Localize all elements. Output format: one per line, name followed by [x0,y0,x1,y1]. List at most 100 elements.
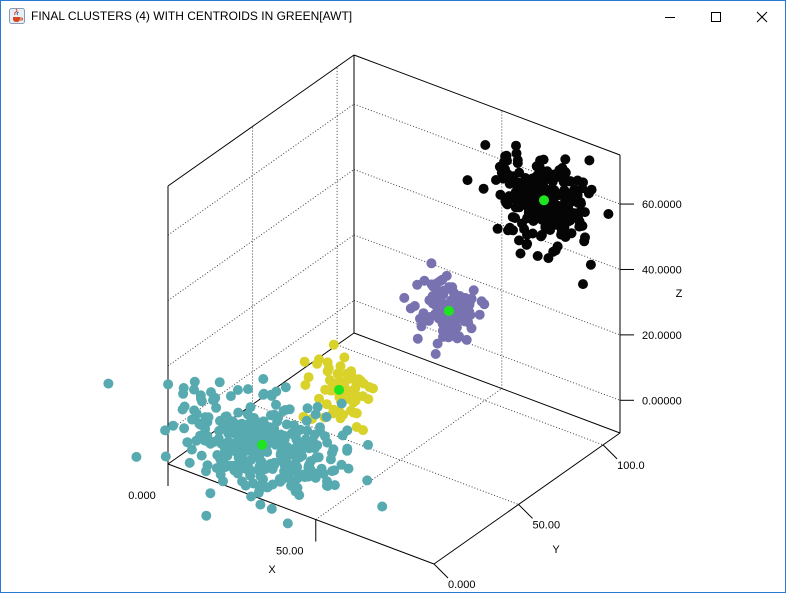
z-tick-label: 60.0000 [642,199,682,211]
cluster-4-point [526,180,537,191]
cluster-2-point [334,376,345,387]
cluster-1-point [233,436,244,447]
cluster-1-point [246,491,257,502]
cluster-1-point [328,444,339,455]
cluster-3-point [412,333,423,344]
cluster-2-centroid [334,384,345,395]
gridline [167,103,355,236]
cluster-3-point [432,338,443,349]
cluster-1-point [223,421,233,432]
gridline [167,169,355,301]
cluster-1-point [363,439,373,450]
cluster-4-point [579,207,590,218]
cluster-2-point [335,413,346,424]
minimize-button[interactable] [647,1,693,32]
cluster-1-point [223,436,234,447]
cluster-1-point [245,470,256,481]
window-title: FINAL CLUSTERS (4) WITH CENTROIDS IN GRE… [31,9,353,23]
cluster-1-point [201,510,212,521]
x-tick-label: 50.00 [276,546,304,558]
cluster-1-point [195,393,206,404]
cluster-2-point [339,352,350,363]
gridline [353,299,621,401]
cluster-4-point [508,193,519,204]
cluster-1-point [203,412,214,423]
cluster-1-point [320,431,330,442]
close-button[interactable] [739,1,785,32]
cluster-4-point [536,229,547,240]
gridline [336,344,604,446]
cluster-1-point [212,450,223,460]
cluster-1-point [249,413,259,423]
cluster-4-point [516,183,527,194]
cluster-1-point [253,487,264,498]
cluster-4-point [507,212,518,223]
cluster-2-point [357,391,368,402]
cluster-1-point [221,411,232,422]
cluster-3-centroid [443,305,454,316]
cluster-4-point [543,253,554,264]
cluster-1-point [237,476,248,487]
cluster-4-point [554,219,565,230]
cluster-2-point [351,408,362,419]
cluster-1-point [243,461,253,472]
cluster-1-point [249,430,260,441]
y-tick [602,444,618,460]
y-axis-title: Y [552,544,560,556]
cluster-4-point [532,251,543,261]
cluster-3-point [409,301,420,311]
cluster-1-point [329,480,340,491]
cluster-1-point [309,429,320,440]
z-tick-label: 20.0000 [642,330,682,342]
cluster-1-point [189,376,200,387]
cluster-1-point [304,462,315,473]
cluster-4-point [580,232,590,243]
cluster-3-point [430,349,441,359]
x-axis-title: X [268,564,276,576]
z-axis-title: Z [676,288,683,300]
cluster-1-point [362,475,373,486]
cluster-1-point [229,446,240,457]
cluster-1-point [255,499,266,510]
title-bar[interactable]: FINAL CLUSTERS (4) WITH CENTROIDS IN GRE… [1,1,785,32]
cluster-1-point [208,395,218,406]
cluster-1-point [310,472,321,483]
cluster-1-point [280,382,291,393]
cluster-4-point [560,195,571,206]
cluster-4-point [520,173,531,183]
cluster-2-point [312,358,323,369]
cluster-1-point [191,408,202,419]
cluster-1-point [258,374,269,384]
cluster-1-point [301,415,312,426]
cluster-1-point [327,466,338,477]
cluster-1-point [233,407,244,418]
cluster-4-point [560,175,571,185]
cluster-1-point [255,471,266,482]
cluster-1-point [258,388,269,399]
cluster-4-point [500,151,511,162]
cluster-4-point [562,215,573,226]
maximize-button[interactable] [693,1,739,32]
cluster-1-point [279,434,290,444]
cluster-3-point [423,315,434,326]
cluster-2-point [332,368,343,379]
scatter-3d-chart[interactable]: 0.000 50.00 0.000 50.00 100.0 0.00000 20.0000 4… [1,32,785,592]
cluster-1-point [186,444,197,455]
cluster-1-point [264,436,275,447]
cluster-4-point [532,170,543,181]
cluster-4-centroid [538,195,549,206]
cluster-3-point [438,331,448,342]
cluster-3-point [415,313,425,324]
cluster-4-point [514,235,524,246]
axis-box-edge [433,432,621,565]
cluster-1-point [343,463,354,474]
cluster-1-point [336,398,347,409]
cluster-1-point [325,454,336,465]
cluster-3-point [463,317,474,328]
cluster-1-point [245,402,256,413]
cluster-4-point [523,207,534,218]
maximize-icon [711,11,721,22]
cluster-4-point [603,209,614,219]
cluster-1-point [214,377,225,388]
